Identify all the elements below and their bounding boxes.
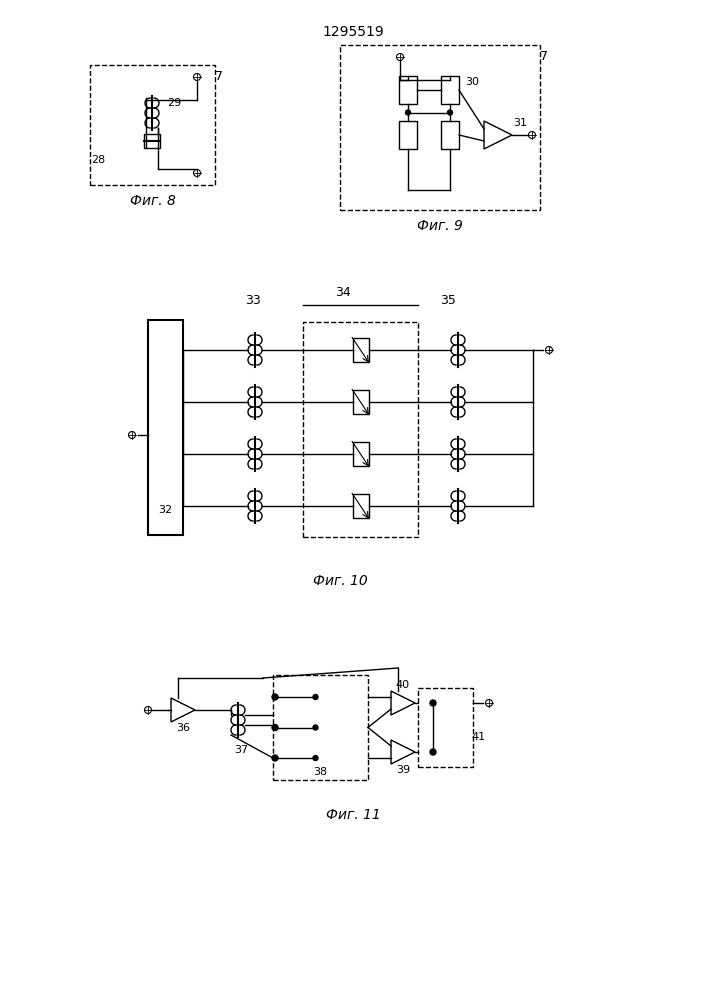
Circle shape [272,755,278,761]
Bar [273,675,368,780]
Text: Фиг. 8: Фиг. 8 [129,194,175,208]
Text: 7: 7 [215,70,223,84]
Circle shape [313,694,318,700]
Text: 34: 34 [335,286,351,298]
Text: 41: 41 [471,732,485,742]
Text: 33: 33 [245,294,261,306]
Text: 37: 37 [234,745,248,755]
Bar [353,442,368,466]
Text: 38: 38 [313,767,327,777]
Bar [441,76,459,104]
Text: 29: 29 [167,98,181,108]
Bar [90,65,215,185]
Circle shape [272,694,278,700]
Text: 36: 36 [176,723,190,733]
Circle shape [313,725,318,730]
Text: 31: 31 [513,118,527,128]
Bar [340,45,540,210]
Circle shape [448,110,452,115]
Circle shape [313,756,318,760]
Text: 30: 30 [465,77,479,87]
Text: 1295519: 1295519 [322,25,384,39]
Bar [418,688,473,767]
Bar [353,338,368,362]
Bar [148,320,183,535]
Bar [441,121,459,149]
Bar [353,494,368,518]
Text: 39: 39 [396,765,410,775]
Text: 7: 7 [540,50,548,64]
Circle shape [406,110,411,115]
Text: Фиг. 10: Фиг. 10 [313,574,368,588]
Text: 40: 40 [396,680,410,690]
Bar [144,134,160,148]
Text: 28: 28 [91,155,105,165]
Bar [303,322,418,537]
Bar [399,121,417,149]
Circle shape [430,700,436,706]
Circle shape [430,749,436,755]
Text: Фиг. 11: Фиг. 11 [326,808,380,822]
Bar [399,76,417,104]
Circle shape [272,724,278,730]
Text: Фиг. 9: Фиг. 9 [417,219,463,233]
Bar [353,390,368,414]
Text: 35: 35 [440,294,456,306]
Text: 32: 32 [158,505,173,515]
